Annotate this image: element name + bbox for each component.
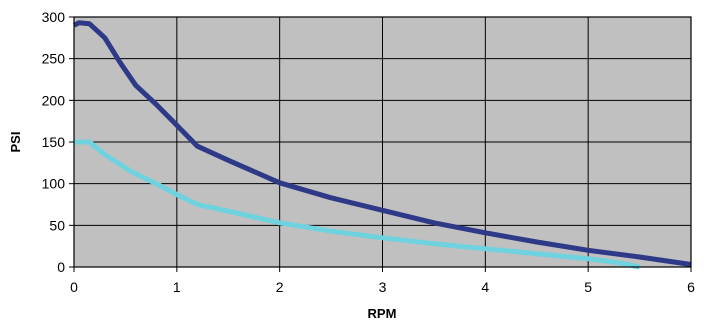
y-tick-label-1: 50 bbox=[49, 217, 65, 233]
x-tick-label-0: 0 bbox=[70, 279, 78, 295]
x-tick-label-4: 4 bbox=[481, 279, 489, 295]
y-tick-label-0: 0 bbox=[57, 259, 65, 275]
x-tick-label-2: 2 bbox=[276, 279, 284, 295]
x-tick-label-5: 5 bbox=[584, 279, 592, 295]
x-tick-label-6: 6 bbox=[687, 279, 695, 295]
y-tick-label-6: 300 bbox=[42, 9, 66, 25]
y-tick-label-5: 250 bbox=[42, 51, 66, 67]
y-tick-label-4: 200 bbox=[42, 92, 66, 108]
series-line-2 bbox=[74, 139, 641, 270]
x-tick-label-3: 3 bbox=[379, 279, 387, 295]
x-axis-label: RPM bbox=[368, 306, 397, 321]
y-tick-label-2: 100 bbox=[42, 176, 66, 192]
x-tick-label-1: 1 bbox=[173, 279, 181, 295]
y-tick-label-3: 150 bbox=[42, 134, 66, 150]
series-line-1 bbox=[72, 20, 692, 267]
y-axis-label: PSI bbox=[8, 132, 23, 153]
